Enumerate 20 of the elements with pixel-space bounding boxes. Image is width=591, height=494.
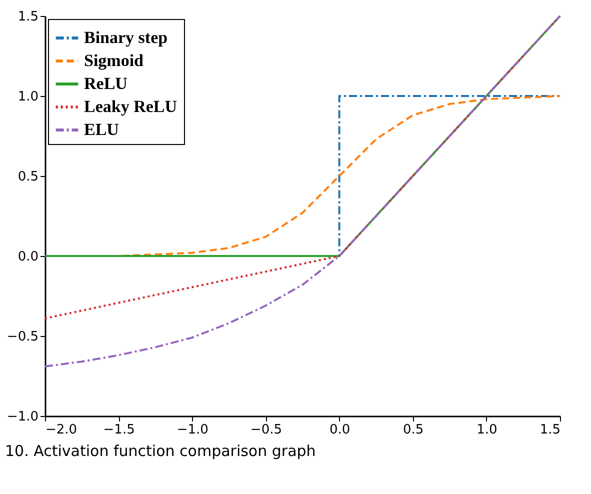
- x-tick-label: −1.5: [103, 422, 135, 438]
- legend-label: ELU: [84, 120, 119, 139]
- legend-label: ReLU: [84, 74, 128, 93]
- y-tick-label: 1.0: [18, 90, 38, 104]
- x-tick-label: 0.5: [403, 422, 424, 438]
- x-tick-label: 1.5: [540, 422, 560, 438]
- x-tick-label: −1.0: [176, 422, 208, 438]
- text: 10. Activation function comparison graph: [5, 442, 316, 460]
- y-tick-label: −0.5: [6, 330, 38, 344]
- legend-label: Sigmoid: [84, 51, 144, 70]
- x-tick-label: −0.5: [250, 422, 282, 438]
- y-tick-label: 0.0: [18, 250, 38, 264]
- x-tick-label: 1.0: [476, 422, 498, 438]
- x-tick-label: −2.0: [46, 422, 78, 438]
- y-tick-label: −1.0: [6, 410, 38, 424]
- x-tick-label: 0.0: [329, 422, 350, 438]
- y-tick-label: 0.5: [18, 170, 38, 184]
- y-tick-label: 1.5: [18, 10, 38, 24]
- legend-label: Leaky ReLU: [84, 97, 178, 116]
- legend-label: Binary step: [84, 28, 168, 47]
